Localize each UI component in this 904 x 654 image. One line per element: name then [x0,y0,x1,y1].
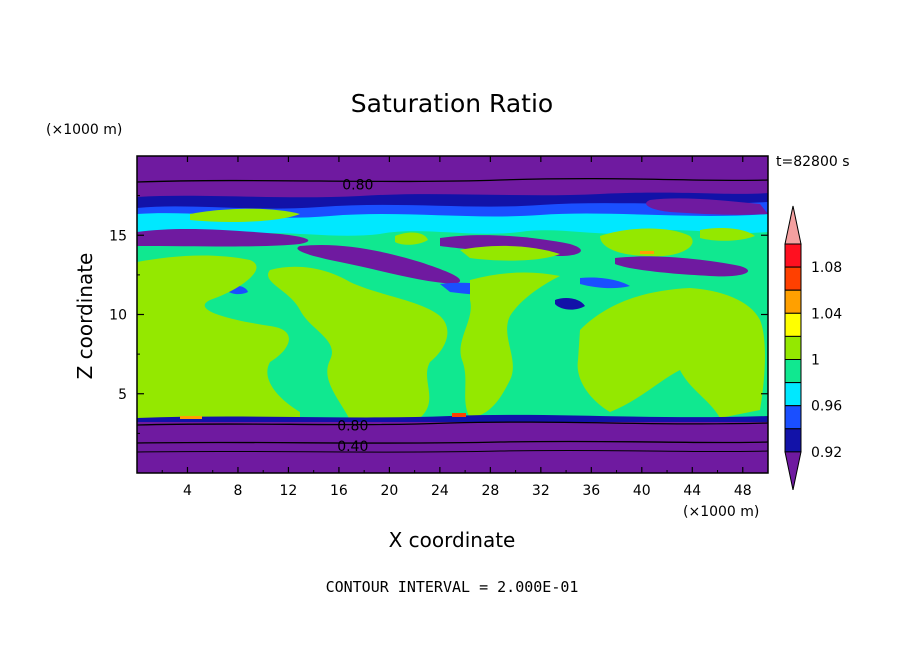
colorbar-tick-label: 1 [811,353,820,369]
x-axis-ticks: 4 8 12 16 20 24 28 32 36 40 44 48 [161,156,752,499]
field-lightgreen-2 [267,266,448,420]
y-tick-label: 5 [118,387,127,403]
contour-label: 0.40 [337,439,368,455]
y-axis-label: Z coordinate [73,253,97,380]
x-tick-label: 16 [330,483,348,499]
x-tick-label: 32 [532,483,550,499]
field-lightgreen-1 [137,255,300,420]
x-tick-label: 28 [481,483,499,499]
field-lightgreen-5 [600,228,693,257]
contour-line-0.80-bottom [137,421,768,426]
contour-label: 0.80 [337,418,368,434]
field-lightgreen-7 [460,245,560,261]
contour-line-0.40 [137,440,768,444]
field-dark-eddy-2 [555,298,585,310]
contour-line-0.80-top [137,177,768,183]
x-tick-label: 44 [683,483,701,499]
field-lightgreen-3 [460,272,560,418]
contour-line-0.60 [137,449,768,453]
field-dry-bottom [137,420,768,473]
colorbar-bin [784,428,802,453]
x-tick-label: 20 [380,483,398,499]
colorbar-bin [784,405,802,430]
field-lightgreen-8 [395,232,428,245]
colorbar-tick-label: 1.04 [811,306,842,322]
colorbar-bin [784,382,802,407]
y-axis-ticks: 5 10 15 [109,195,768,434]
colorbar: 0.92 0.96 1 1.04 1.08 [784,205,842,491]
colorbar-tick-label: 0.96 [811,399,842,415]
colorbar-bin [784,312,802,337]
field-dry-top [137,156,768,199]
field-blue-edge-2 [580,277,630,289]
contour-interval: CONTOUR INTERVAL = 2.000E-01 [326,578,579,596]
y-unit-label: (×1000 m) [46,122,122,138]
chart-title: Saturation Ratio [351,89,553,118]
contour-label: 0.80 [342,178,373,194]
colorbar-bin [784,359,802,384]
field-streak-1 [137,228,309,247]
field-streak-5 [646,198,768,215]
x-tick-label: 40 [633,483,651,499]
field-moist-patch-1 [180,416,202,419]
colorbar-bin [784,266,802,291]
contour-labels: 0.80 0.80 0.40 [337,178,373,456]
x-unit-label: (×1000 m) [683,504,759,520]
colorbar-bin [784,335,802,360]
colorbar-arrow-top [784,205,802,245]
field-moist-patch-3 [640,251,654,254]
field-lightgreen-6 [190,208,300,222]
field-surface-edge [137,414,768,422]
y-tick-label: 15 [109,228,127,244]
x-tick-label: 48 [734,483,752,499]
x-axis-label: X coordinate [389,528,516,552]
colorbar-arrow-bottom [784,451,802,491]
x-tick-label: 12 [280,483,298,499]
x-tick-label: 8 [233,483,242,499]
colorbar-tick-label: 0.92 [811,445,842,461]
y-tick-label: 10 [109,308,127,324]
x-tick-label: 4 [183,483,192,499]
time-label: t=82800 s [776,154,850,170]
x-tick-label: 24 [431,483,449,499]
field-lightgreen-4 [577,288,765,418]
field-band-cyan-upper [137,213,768,238]
field-moist-patch-2 [452,413,466,417]
colorbar-tick-label: 1.08 [811,260,842,276]
field-streak-4 [615,256,749,277]
contour-field [137,156,768,473]
colorbar-bin [784,289,802,314]
field-lightgreen-9 [700,228,755,241]
x-tick-label: 36 [582,483,600,499]
field-streak-2 [297,244,461,284]
colorbar-bin [784,243,802,268]
